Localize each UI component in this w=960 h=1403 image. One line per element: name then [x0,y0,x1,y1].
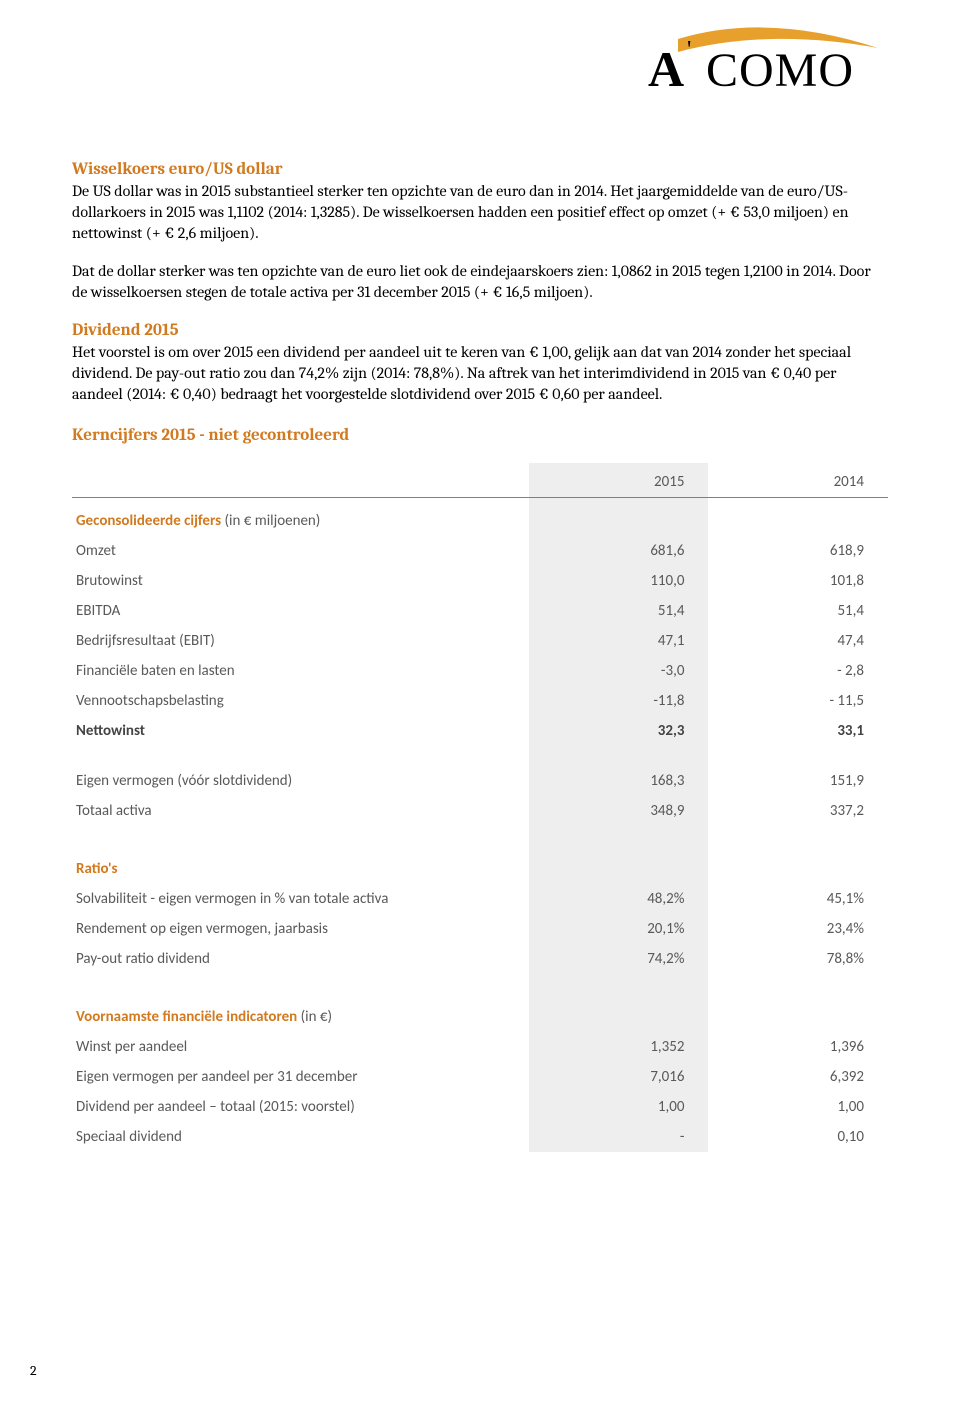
table-header-row: 2015 2014 [72,463,888,498]
table-row: Pay-out ratio dividend74,2%78,8% [72,944,888,974]
table-gap-row [72,746,888,766]
financial-table: 2015 2014 Geconsolideerde cijfers (in € … [72,463,888,1152]
heading-dividend: Dividend 2015 [72,321,888,340]
svg-text:': ' [687,37,691,63]
table-row: Dividend per aandeel – totaal (2015: voo… [72,1092,888,1122]
page-number: 2 [30,1362,37,1379]
table-row: Financiële baten en lasten-3,0- 2,8 [72,656,888,686]
table-row: Totaal activa348,9337,2 [72,796,888,826]
heading-wisselkoers: Wisselkoers euro/US dollar [72,160,888,179]
table-row: Speciaal dividend-0,10 [72,1122,888,1152]
table-row: Nettowinst32,333,1 [72,716,888,746]
paragraph-dividend: Het voorstel is om over 2015 een dividen… [72,342,888,404]
table-section-head: Geconsolideerde cijfers (in € miljoenen) [72,498,888,537]
table-section-head: Voornaamste financiële indicatoren (in €… [72,994,888,1032]
table-row: Brutowinst110,0101,8 [72,566,888,596]
heading-kerncijfers: Kerncijfers 2015 - niet gecontroleerd [72,426,888,445]
table-gap-row [72,974,888,994]
col-header-2014: 2014 [708,463,888,498]
svg-text:COMO: COMO [706,44,854,94]
paragraph-wisselkoers-2: Dat de dollar sterker was ten opzichte v… [72,261,888,303]
table-row: Solvabiliteit - eigen vermogen in % van … [72,884,888,914]
table-gap-row [72,826,888,846]
company-logo: A COMO ' [648,24,888,94]
table-row: Bedrijfsresultaat (EBIT)47,147,4 [72,626,888,656]
paragraph-wisselkoers-1: De US dollar was in 2015 substantieel st… [72,181,888,243]
table-row: Vennootschapsbelasting-11,8- 11,5 [72,686,888,716]
table-section-head: Ratio's [72,846,888,884]
table-row: Winst per aandeel1,3521,396 [72,1032,888,1062]
table-row: EBITDA51,451,4 [72,596,888,626]
svg-text:A: A [648,41,684,94]
table-row: Eigen vermogen per aandeel per 31 decemb… [72,1062,888,1092]
col-header-2015: 2015 [529,463,709,498]
table-row: Omzet681,6618,9 [72,536,888,566]
table-row: Rendement op eigen vermogen, jaarbasis20… [72,914,888,944]
table-row: Eigen vermogen (vóór slotdividend)168,31… [72,766,888,796]
